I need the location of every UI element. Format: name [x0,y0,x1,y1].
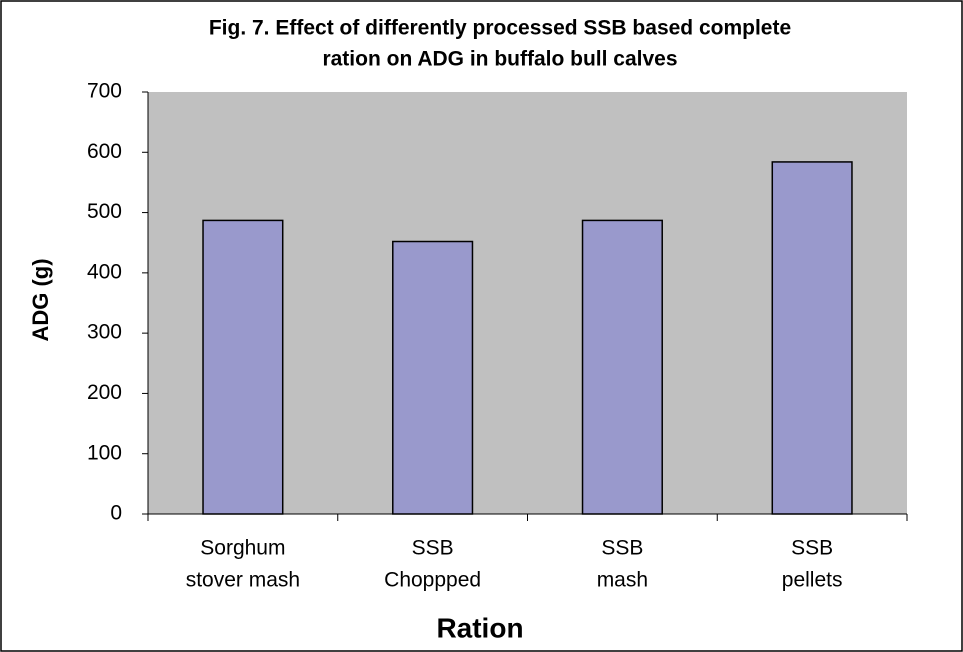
x-tick-label: Sorghum [200,537,285,560]
y-tick-label: 700 [87,80,122,103]
bar [202,219,284,515]
y-axis-title: ADG (g) [28,258,53,341]
x-tick-label: pellets [782,569,843,592]
x-tick-label: stover mash [186,569,300,592]
bar [581,219,663,515]
y-tick-label: 500 [87,200,122,223]
y-tick-label: 200 [87,381,122,404]
x-axis-title: Ration [436,612,523,643]
chart-title: Fig. 7. Effect of differently processed … [209,17,791,40]
y-tick-label: 600 [87,140,122,163]
y-tick-label: 300 [87,321,122,344]
y-tick-label: 0 [110,502,122,525]
bar [392,240,474,515]
x-tick-label: SSB [791,537,833,560]
x-tick-label: Choppped [384,569,481,592]
y-tick-label: 100 [87,441,122,464]
x-tick-label: SSB [412,537,454,560]
chart-title: ration on ADG in buffalo bull calves [322,48,677,71]
x-tick-label: SSB [601,537,643,560]
x-tick-label: mash [597,569,648,592]
bar [771,161,853,515]
y-tick-label: 400 [87,260,122,283]
